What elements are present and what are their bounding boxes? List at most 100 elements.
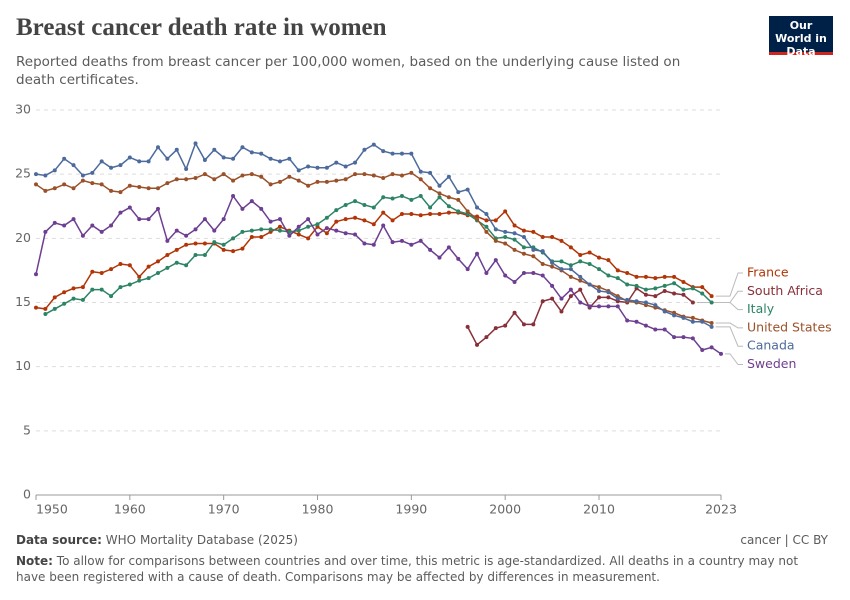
data-point [587,250,592,255]
data-point [700,291,705,296]
data-point [306,183,311,188]
data-point [174,147,179,152]
data-point [174,177,179,182]
data-point [80,178,85,183]
data-point [165,181,170,186]
data-point [137,278,142,283]
data-point [606,258,611,263]
logo-text[interactable]: Our World in Data [775,19,827,58]
data-point [268,227,273,232]
data-point [540,262,545,266]
data-point [174,260,179,265]
data-point [587,262,592,266]
data-point [324,215,329,220]
data-point [456,190,461,195]
data-point [409,242,414,247]
data-point [259,227,264,232]
data-point [540,299,545,304]
label-connector [715,322,743,329]
data-point [137,274,142,279]
data-point [578,274,583,279]
data-point [371,222,376,227]
y-tick-label: 30 [15,102,31,117]
data-point [662,288,667,293]
data-point [390,196,395,201]
source: Data source: WHO Mortality Database (202… [16,533,298,547]
data-point [71,186,76,191]
data-point [118,285,123,290]
data-point [371,142,376,147]
label-connector [715,326,743,347]
label-connector [715,272,743,297]
data-point [249,199,254,204]
data-point [512,247,517,252]
data-point [484,218,489,223]
data-point [52,306,57,311]
data-point [259,174,264,179]
data-point [193,253,198,258]
data-point [221,242,226,247]
data-point [681,287,686,292]
data-point [418,177,423,182]
data-point [531,229,536,234]
data-point [615,296,620,301]
data-point [690,315,695,320]
x-tick-label: 1980 [302,502,334,517]
data-point [146,186,151,191]
data-point [306,236,311,241]
data-point [709,294,714,299]
data-point [709,345,714,350]
series-label: Sweden [747,356,796,371]
data-point [550,283,555,288]
data-point [475,217,480,222]
data-point [155,270,160,275]
data-point [212,177,217,182]
data-point [231,249,236,254]
data-point [259,235,264,240]
data-point [531,270,536,275]
data-point [606,290,611,295]
data-point [315,222,320,227]
data-point [493,227,498,232]
data-point [240,173,245,178]
data-point [296,224,301,229]
data-point [249,150,254,155]
data-point [362,172,367,177]
data-point [127,205,132,210]
data-point [681,279,686,284]
data-point [653,294,658,299]
data-point [155,186,160,191]
data-point [306,164,311,169]
data-point [381,223,386,228]
note-label: Note: [16,554,53,568]
data-point [296,228,301,233]
data-point [681,335,686,340]
data-point [259,206,264,211]
data-point [690,286,695,291]
data-point [34,305,38,310]
data-point [52,186,57,191]
series-label: France [747,265,789,280]
data-point [578,287,583,292]
source-text: WHO Mortality Database (2025) [105,533,298,547]
data-point [418,213,423,218]
data-point [615,268,620,273]
logo[interactable]: Our World in Data [769,16,833,58]
data-point [371,173,376,178]
data-point [540,273,545,278]
data-point [109,294,114,299]
data-point [184,263,189,268]
data-point [550,264,555,269]
y-tick-label: 20 [15,230,31,245]
data-point [71,163,76,168]
data-point [568,263,573,268]
data-point [362,147,367,152]
series-line [35,141,712,328]
data-point [521,270,526,275]
x-tick-label: 1970 [208,502,240,517]
data-point [202,241,207,246]
data-point [193,227,198,232]
data-point [709,324,714,329]
data-point [315,165,320,170]
